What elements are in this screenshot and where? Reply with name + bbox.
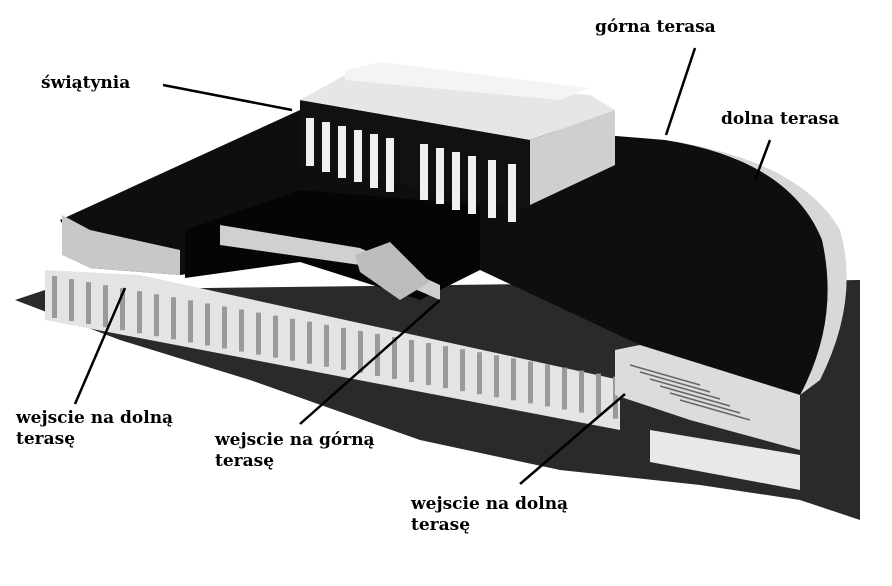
label-entrance-upper: wejscie na górną terasę [215,430,375,471]
lower-terrace-front-wall [62,215,180,275]
colonnade-pillar [307,321,312,364]
label-upper-terrace: górna terasa [595,17,716,37]
upper-terrace-ramp-side [355,242,430,300]
colonnade-pillar [188,300,193,343]
colonnade-pillar [290,318,295,361]
colonnade-pillar [103,285,108,328]
right-entrance-lower-colonnade [650,430,800,490]
colonnade-pillar [86,282,91,325]
colonnade-pillar [426,343,431,386]
colonnade-pillar [358,330,363,373]
colonnade-pillar [511,358,516,401]
colonnade-pillar [596,373,601,416]
pointer-entrance-lower-left [73,287,127,405]
temple-colonnade [306,118,516,222]
colonnade-pillar [528,361,533,404]
colonnade-pillar [579,370,584,413]
colonnade-pillar [222,306,227,349]
pointer-upper-terrace [664,47,697,136]
label-lower-terrace: dolna terasa [721,109,840,129]
colonnade-pillar [324,324,329,367]
colonnade-pillar [494,355,499,398]
lower-terrace-rim [662,140,847,395]
right-entrance-stairs [629,364,751,421]
colonnade-pillar [205,303,210,346]
pointer-entrance-lower-right [519,393,626,485]
colonnade-pillar [443,346,448,389]
temple-side [530,110,615,205]
colonnade-pillar [341,327,346,370]
colonnade-pillar [562,367,567,410]
pointer-temple [162,83,293,112]
label-entrance-lower-right: wejscie na dolną terasę [411,494,569,535]
colonnade-pillar [460,349,465,392]
temple-roof-top [345,62,590,100]
label-temple: świątynia [41,73,131,93]
colonnade-pillar [52,276,57,318]
colonnade-pillar [477,352,482,395]
pointer-entrance-upper [299,299,441,425]
colonnade-pillar [392,337,397,379]
label-entrance-lower-left: wejscie na dolną terasę [16,408,174,449]
colonnade-pillar [239,309,244,352]
colonnade-pillar [120,288,125,331]
pointer-lower-terrace [753,139,772,181]
colonnade-pillar [137,291,142,334]
right-entrance-block [615,345,800,450]
colonnade-pillar [171,297,176,340]
colonnade-pillar [256,312,261,355]
colonnade-pillar [409,340,414,383]
colonnade-pillar [69,279,74,322]
colonnade-pillar [154,294,159,337]
upper-terrace-ramp [220,225,440,300]
colonnade-pillar [273,315,278,358]
colonnade-pillar [613,376,618,419]
colonnade-pillar [545,364,550,407]
pointer-lines [73,47,772,485]
